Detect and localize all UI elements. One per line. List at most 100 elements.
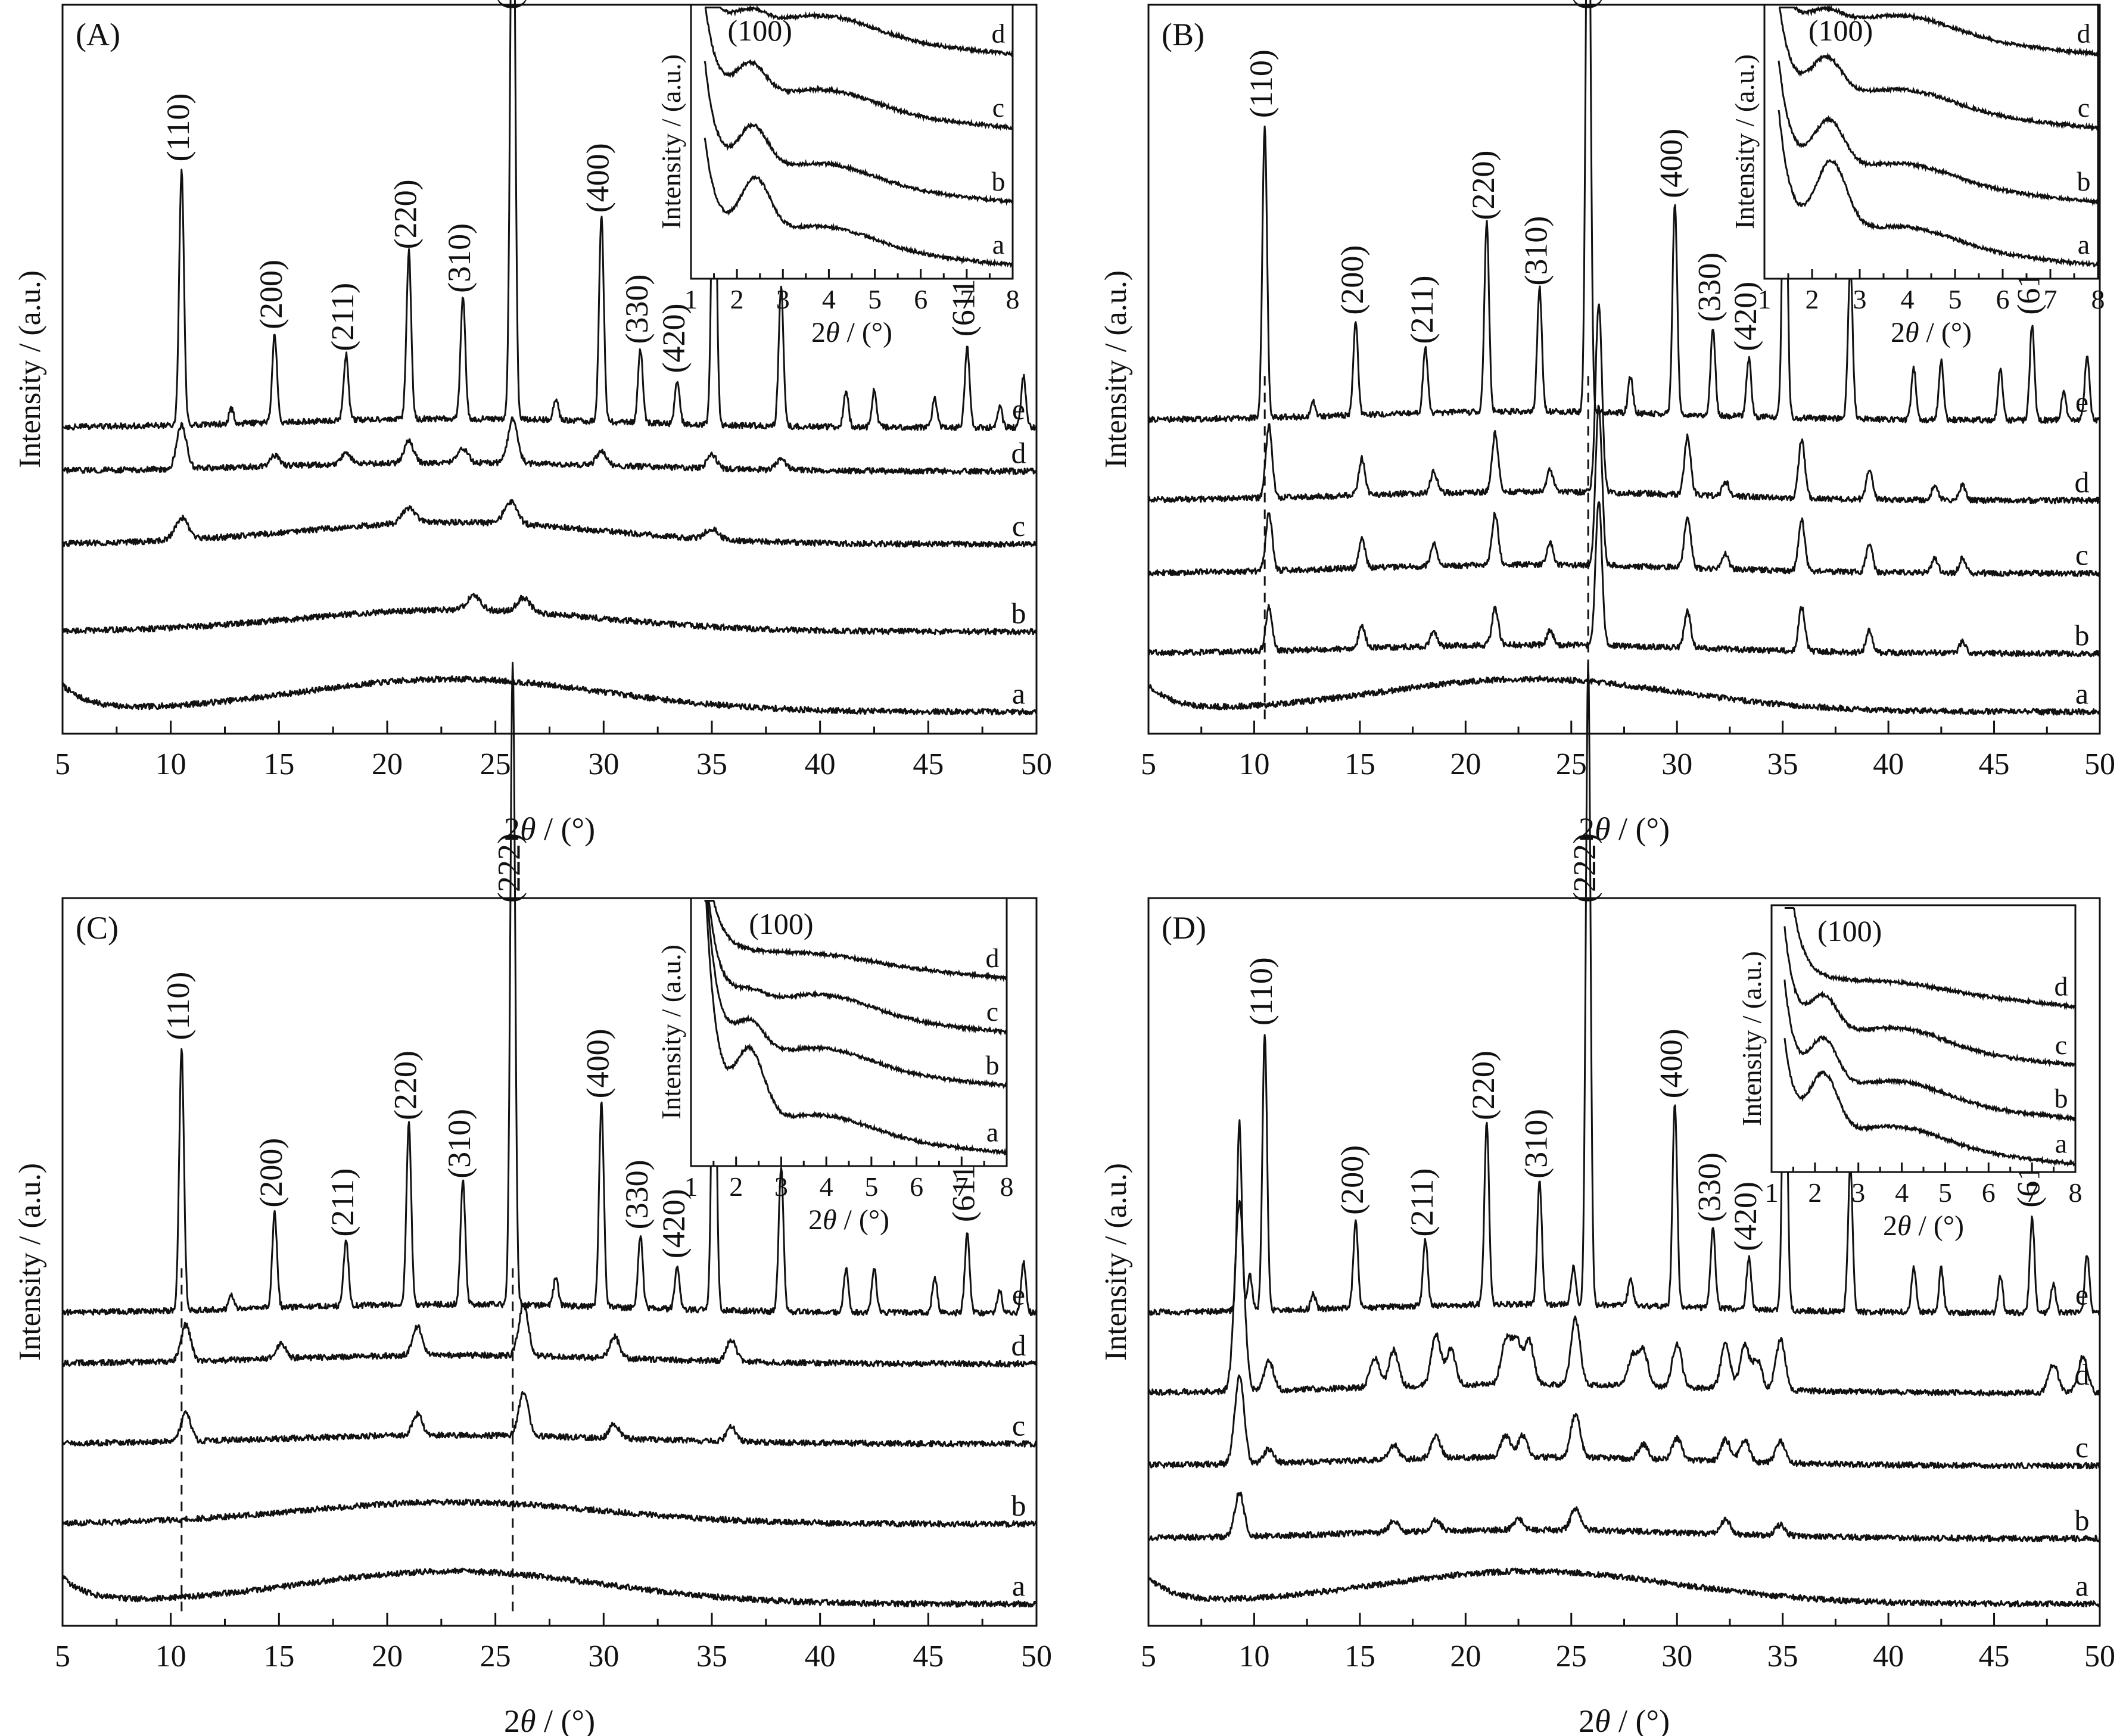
inset-trace-a [704, 138, 1013, 269]
x-tick-label: 25 [1556, 1640, 1587, 1673]
inset-series-label-c: c [2055, 1030, 2067, 1060]
series-label-d: d [1011, 1329, 1026, 1362]
inset-x-label-suffix: / (°) [837, 1204, 890, 1236]
x-tick-label: 5 [1141, 747, 1156, 781]
inset-x-axis-label: 2θ / (°) [811, 317, 892, 348]
inset-x-tick-label: 8 [1006, 284, 1020, 314]
x-axis-label-suffix: / (°) [536, 811, 595, 847]
series-label-c: c [1012, 1409, 1025, 1442]
inset-trace-c [704, 7, 1014, 131]
panel-label: (A) [76, 17, 120, 52]
peak-label: (420) [656, 304, 692, 373]
y-axis-label: Intensity / (a.u.) [13, 270, 47, 468]
peak-label: (222) [1567, 0, 1602, 10]
inset-series-label-b: b [2077, 166, 2091, 197]
peak-label: (330) [1692, 253, 1727, 322]
xrd-trace-d [61, 1302, 1038, 1368]
inset-x-tick-label: 1 [684, 1171, 698, 1202]
x-tick-label: 50 [2084, 747, 2115, 781]
peak-label: (110) [1243, 957, 1279, 1026]
series-label-e: e [1012, 1278, 1025, 1311]
inset-x-tick-label: 3 [1851, 1177, 1865, 1208]
y-axis-label: Intensity / (a.u.) [1099, 270, 1133, 468]
x-tick-label: 35 [1767, 1640, 1798, 1673]
peak-label: (400) [580, 1028, 616, 1098]
peak-label: (400) [1654, 129, 1689, 198]
xrd-trace-a [1147, 675, 2101, 716]
peak-label: (110) [1243, 49, 1279, 118]
inset-y-axis-label: Intensity / (a.u.) [656, 945, 686, 1120]
inset-series-label-c: c [986, 996, 998, 1027]
inset-y-axis-label: Intensity / (a.u.) [656, 54, 686, 229]
inset-trace-c [1783, 926, 2077, 1068]
x-axis-label-prefix: 2 [1579, 1703, 1595, 1736]
inset-trace-d [705, 4, 1014, 58]
peak-label: (200) [253, 260, 289, 329]
peak-label: (220) [1465, 150, 1501, 220]
inset-series-label-a: a [992, 229, 1004, 260]
peak-label: (310) [441, 223, 477, 293]
inset-y-axis-label: Intensity / (a.u.) [1729, 54, 1760, 229]
series-label-d: d [2075, 1358, 2090, 1391]
inset-y-axis-label: Intensity / (a.u.) [1736, 951, 1767, 1126]
y-axis-label: Intensity / (a.u.) [13, 1163, 47, 1361]
series-label-c: c [1012, 509, 1025, 543]
inset-trace-a [704, 900, 1008, 1156]
x-tick-label: 45 [913, 1640, 944, 1673]
x-tick-label: 25 [1556, 747, 1587, 781]
xrd-trace-d [61, 416, 1038, 475]
inset-plot: 1 2 3 4 5 6 7 82θ / (°)Intensity / (a.u.)abcd(1… [1729, 4, 2105, 348]
inset-plot: 1 2 3 4 5 6 7 82θ / (°)Intensity / (a.u.)abcd(1… [656, 897, 1014, 1236]
x-tick-label: 45 [1979, 1640, 2010, 1673]
x-axis-label: 2θ / (°) [504, 1703, 595, 1736]
inset-peak-label: (100) [1817, 914, 1882, 948]
inset-x-tick-label: 5 [864, 1171, 878, 1202]
inset-x-tick-label: 8 [2091, 284, 2105, 314]
peak-label: (110) [160, 93, 196, 162]
inset-trace-b [1778, 60, 2099, 207]
xrd-trace-e [62, 662, 1037, 1317]
series-label-c: c [2075, 538, 2088, 572]
inset-trace-b [704, 61, 1014, 206]
x-tick-label: 15 [263, 1640, 294, 1673]
xrd-trace-a [1147, 1567, 2101, 1608]
inset-plot: 1 2 3 4 5 6 7 82θ / (°)Intensity / (a.u.)abcd(1… [656, 4, 1020, 348]
x-axis-label-suffix: / (°) [1610, 1703, 1670, 1736]
peak-label: (310) [1518, 1109, 1554, 1179]
inset-x-tick-label: 1 [684, 284, 698, 314]
x-tick-label: 40 [1873, 747, 1904, 781]
xrd-trace-d [1147, 1199, 2101, 1397]
inset-x-tick-label: 6 [1982, 1177, 1996, 1208]
inset-x-tick-label: 5 [1948, 284, 1962, 314]
inset-x-axis-label: 2θ / (°) [1883, 1210, 1964, 1242]
inset-x-label-suffix: / (°) [840, 317, 893, 348]
inset-series-label-a: a [2055, 1129, 2067, 1159]
inset-plot: 1 2 3 4 5 6 7 82θ / (°)Intensity / (a.u.)abcd(1… [1736, 904, 2083, 1242]
inset-x-tick-label: 6 [910, 1171, 923, 1202]
y-axis-label: Intensity / (a.u.) [1099, 1163, 1133, 1361]
inset-series-label-d: d [2055, 971, 2068, 1001]
xrd-trace-b [1147, 1491, 2101, 1542]
inset-x-label-prefix: 2 [1883, 1210, 1897, 1242]
peak-label: (211) [325, 283, 360, 351]
inset-trace-d [1779, 4, 2099, 58]
series-label-d: d [1011, 436, 1026, 469]
inset-x-label-symbol: θ [1897, 1210, 1912, 1242]
x-axis-label-prefix: 2 [504, 811, 520, 847]
peak-label: (310) [441, 1109, 477, 1179]
x-tick-label: 30 [1661, 747, 1692, 781]
x-axis-label-suffix: / (°) [1610, 811, 1670, 847]
x-tick-label: 10 [1238, 1640, 1269, 1673]
panel-label: (B) [1162, 17, 1204, 52]
inset-trace-d [704, 900, 1007, 983]
series-label-e: e [1012, 392, 1025, 426]
inset-x-axis-label: 2θ / (°) [808, 1204, 889, 1236]
inset-trace-a [1783, 1037, 2076, 1167]
panel-label: (D) [1162, 910, 1206, 946]
inset-x-label-suffix: / (°) [1919, 317, 1972, 348]
xrd-trace-b [1147, 501, 2101, 657]
x-tick-label: 50 [2084, 1640, 2115, 1673]
x-tick-label: 5 [55, 1640, 70, 1673]
peak-label: (220) [387, 179, 423, 249]
